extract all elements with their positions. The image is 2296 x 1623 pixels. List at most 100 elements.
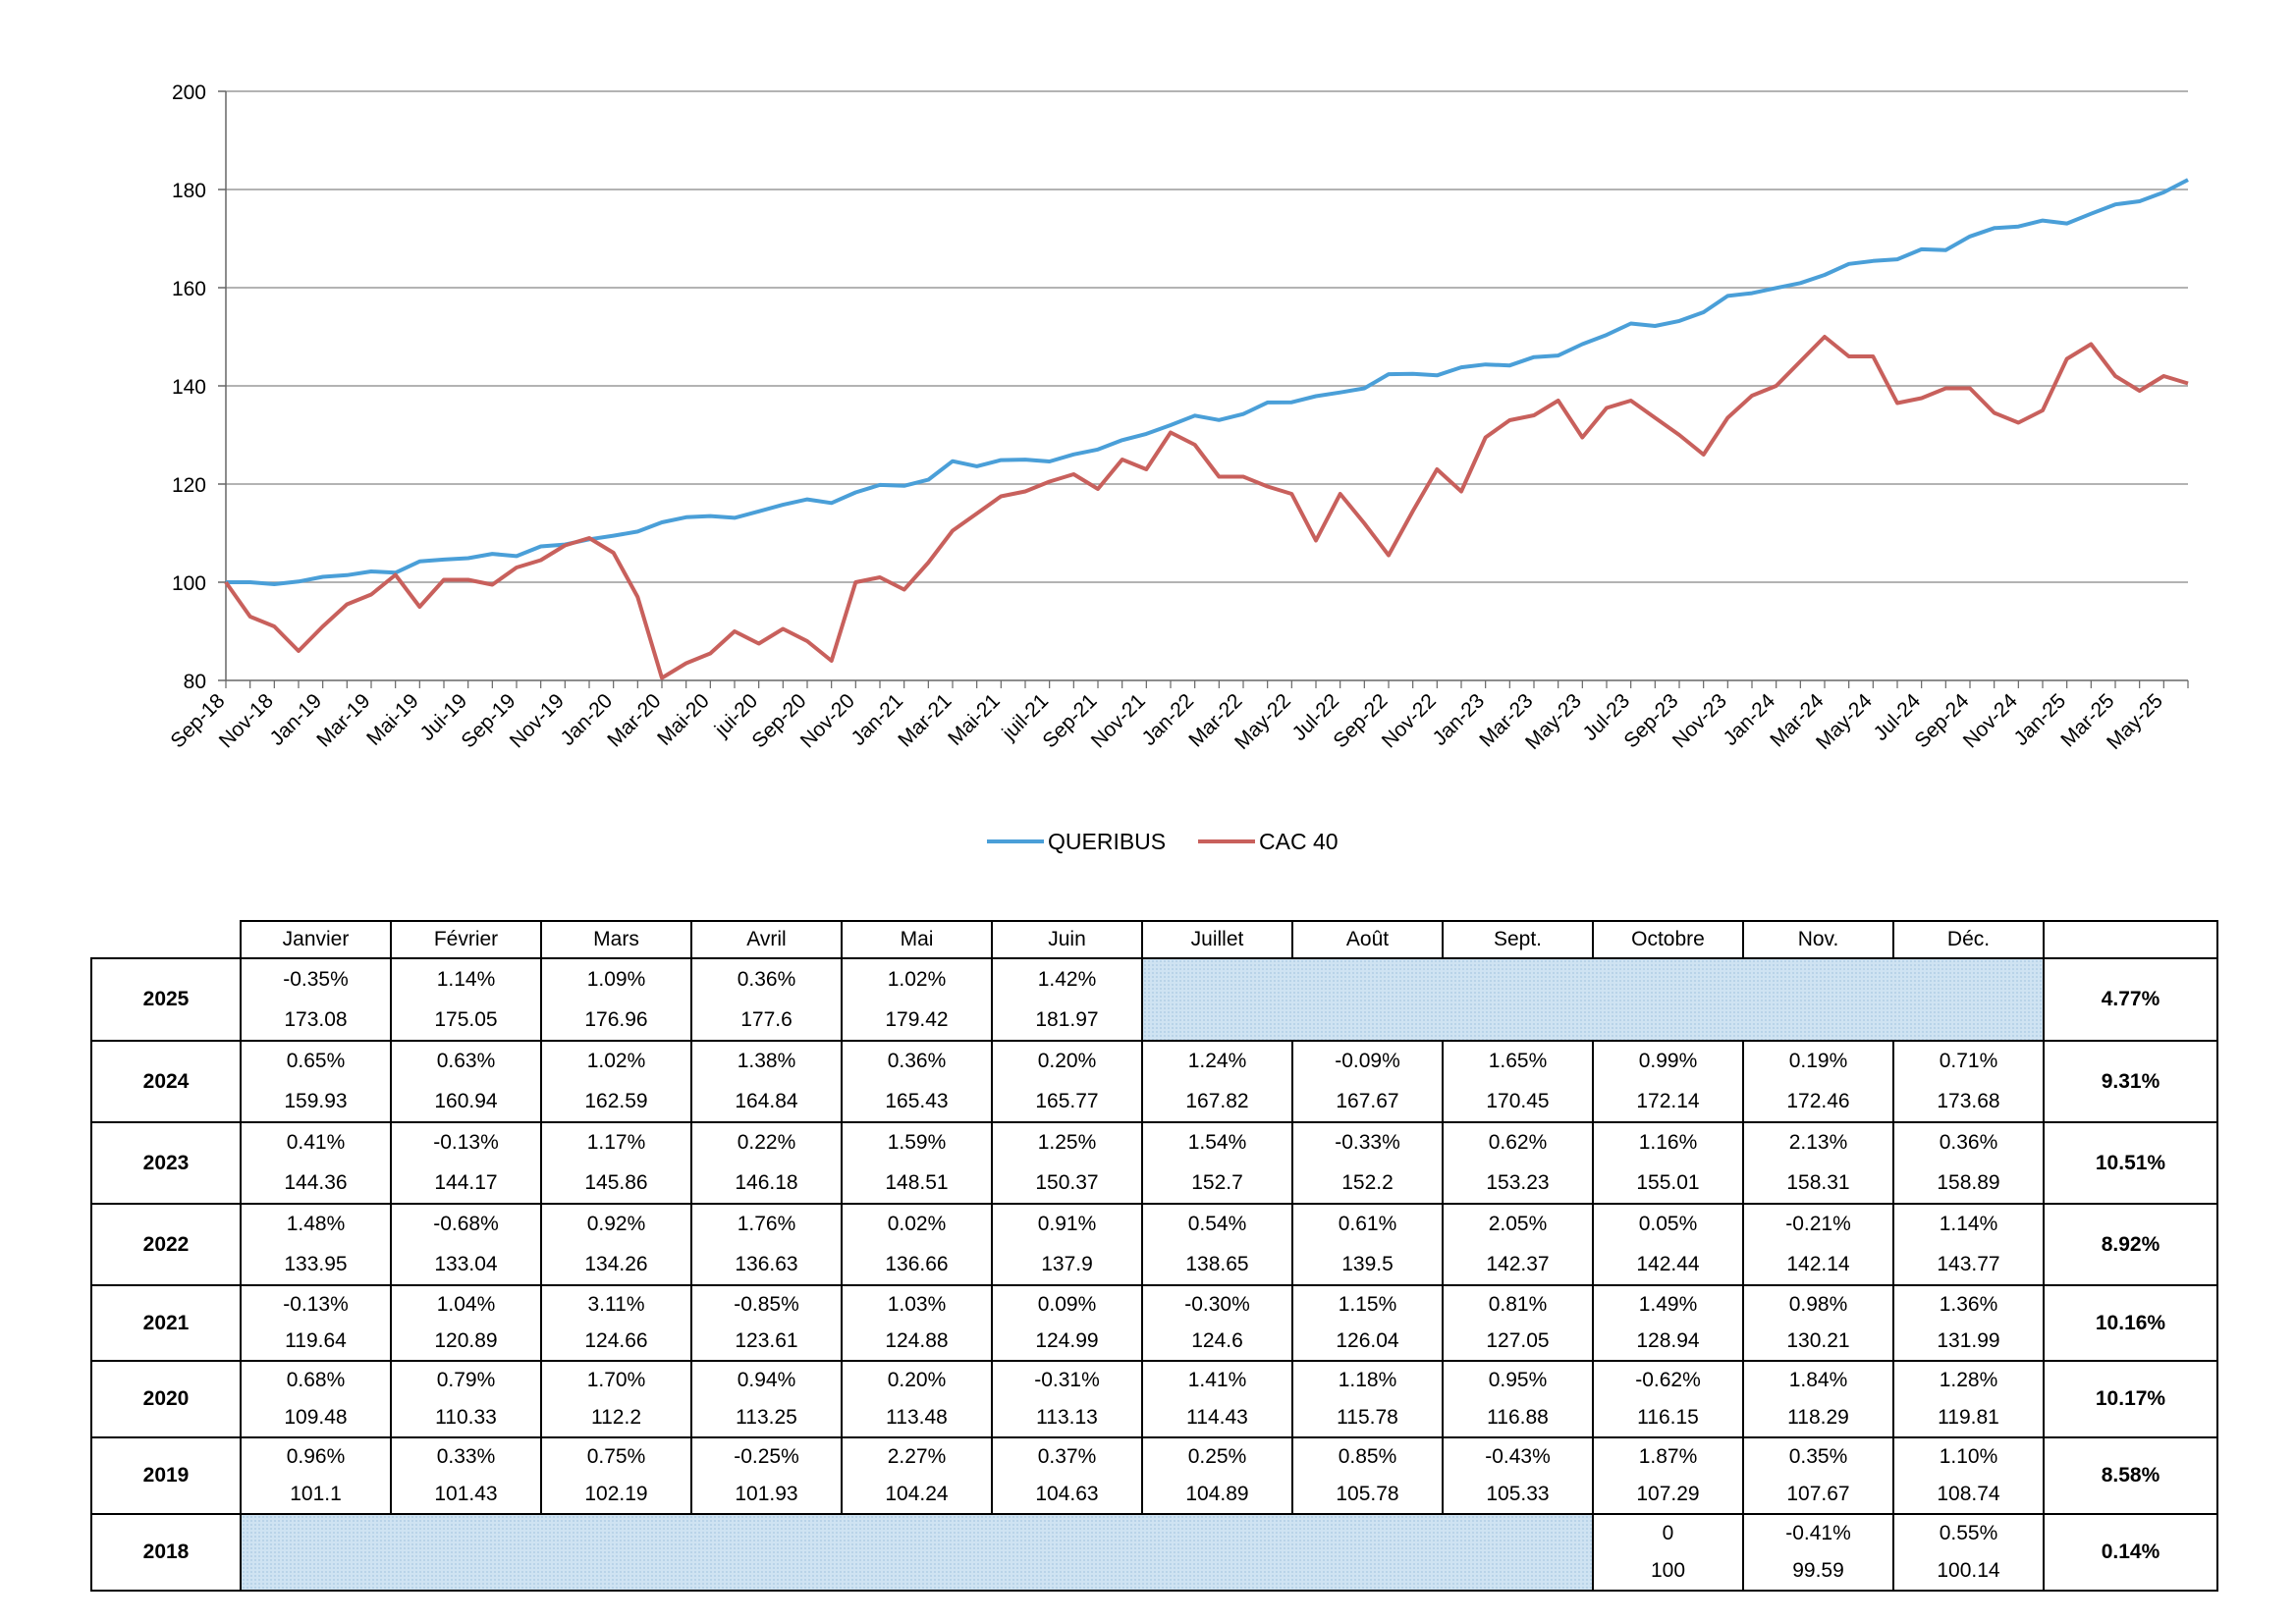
monthly-return: 0.68%: [286, 1369, 346, 1391]
month-cell: 1.24% 167.82: [1141, 1040, 1293, 1123]
series-line-0: [226, 178, 2189, 586]
monthly-return: 1.59%: [887, 1131, 947, 1155]
monthly-return: 1.02%: [887, 967, 947, 991]
month-cell: 1.48% 133.95: [240, 1203, 392, 1286]
index-value: 136.66: [885, 1252, 949, 1275]
index-value: 119.81: [1938, 1406, 1999, 1429]
annual-total: 10.16%: [2043, 1284, 2218, 1362]
month-cell: 0.02% 136.66: [841, 1203, 993, 1286]
monthly-return: 1.84%: [1788, 1369, 1848, 1391]
month-cell: 0.22% 146.18: [690, 1121, 843, 1205]
index-value: 104.89: [1185, 1483, 1249, 1505]
empty-period-cell: [1141, 957, 2045, 1042]
index-value: 119.64: [285, 1329, 347, 1353]
index-value: 104.24: [885, 1483, 949, 1505]
x-tick-label: Nov-23: [1668, 689, 1731, 752]
monthly-return: 1.04%: [436, 1292, 496, 1316]
monthly-return: 0.96%: [286, 1445, 346, 1468]
monthly-return: 1.49%: [1638, 1292, 1698, 1316]
month-cell: 1.17% 145.86: [540, 1121, 692, 1205]
monthly-return: 1.42%: [1037, 967, 1097, 991]
monthly-return: 0: [1662, 1522, 1674, 1544]
monthly-return: 0.33%: [436, 1445, 496, 1468]
month-cell: 1.09% 176.96: [540, 957, 692, 1042]
index-value: 158.89: [1937, 1170, 2000, 1194]
table-row: 2025 -0.35% 173.08 1.14% 175.05 1.09% 176.96 0.…: [90, 957, 2218, 1042]
month-cell: -0.33% 152.2: [1291, 1121, 1444, 1205]
index-value: 172.46: [1786, 1089, 1850, 1112]
y-tick-label: 140: [172, 376, 206, 399]
index-value: 167.82: [1185, 1089, 1249, 1112]
month-cell: 1.49% 128.94: [1592, 1284, 1744, 1362]
month-cell: 1.04% 120.89: [390, 1284, 542, 1362]
index-value: 177.6: [740, 1007, 793, 1031]
monthly-return: 1.48%: [286, 1213, 346, 1236]
index-value: 148.51: [885, 1170, 949, 1194]
monthly-return: -0.62%: [1635, 1369, 1701, 1391]
month-cell: -0.13% 144.17: [390, 1121, 542, 1205]
index-value: 113.13: [1036, 1406, 1098, 1429]
month-cell: 1.28% 119.81: [1892, 1360, 2045, 1438]
table-row: 2020 0.68% 109.48 0.79% 110.33 1.70% 112.2 0.94…: [90, 1360, 2218, 1438]
month-cell: 1.36% 131.99: [1892, 1284, 2045, 1362]
annual-total: 4.77%: [2043, 957, 2218, 1042]
monthly-return: 1.18%: [1338, 1369, 1397, 1391]
year-label: 2018: [90, 1513, 242, 1592]
month-cell: 1.25% 150.37: [991, 1121, 1143, 1205]
annual-total: 9.31%: [2043, 1040, 2218, 1123]
chart-series: [224, 178, 2189, 680]
month-cell: 1.42% 181.97: [991, 957, 1143, 1042]
index-value: 134.26: [584, 1252, 648, 1275]
y-tick-label: 180: [172, 180, 206, 202]
monthly-return: -0.41%: [1785, 1522, 1851, 1544]
table-row: 2023 0.41% 144.36 -0.13% 144.17 1.17% 145.86 0.…: [90, 1121, 2218, 1205]
index-value: 120.89: [434, 1329, 498, 1353]
monthly-return: 0.20%: [887, 1369, 947, 1391]
x-tick-label: Sep-19: [457, 689, 519, 752]
index-value: 116.15: [1637, 1406, 1699, 1429]
monthly-return: 1.54%: [1187, 1131, 1247, 1155]
month-cell: 0.71% 173.68: [1892, 1040, 2045, 1123]
monthly-return: -0.09%: [1335, 1050, 1400, 1073]
monthly-return: -0.21%: [1785, 1213, 1851, 1236]
index-value: 113.25: [736, 1406, 797, 1429]
monthly-return: 3.11%: [587, 1292, 645, 1316]
month-cell: -0.30% 124.6: [1141, 1284, 1293, 1362]
index-value: 133.95: [284, 1252, 348, 1275]
x-tick-label: Nov-24: [1959, 689, 2022, 752]
monthly-return: 0.22%: [737, 1131, 796, 1155]
monthly-return: -0.25%: [734, 1445, 799, 1468]
monthly-return: 1.16%: [1638, 1131, 1698, 1155]
month-cell: -0.13% 119.64: [240, 1284, 392, 1362]
month-cell: -0.85% 123.61: [690, 1284, 843, 1362]
month-cell: 0.63% 160.94: [390, 1040, 542, 1123]
index-value: 158.31: [1786, 1170, 1850, 1194]
monthly-return: 0.95%: [1488, 1369, 1548, 1391]
index-value: 108.74: [1937, 1483, 2000, 1505]
month-cell: 0.20% 113.48: [841, 1360, 993, 1438]
year-label: 2022: [90, 1203, 242, 1286]
index-value: 142.14: [1786, 1252, 1850, 1275]
month-cell: 1.87% 107.29: [1592, 1436, 1744, 1515]
year-label: 2019: [90, 1436, 242, 1515]
monthly-return: 1.65%: [1488, 1050, 1548, 1073]
monthly-return: 0.05%: [1638, 1213, 1698, 1236]
index-value: 124.6: [1191, 1329, 1243, 1353]
index-value: 126.04: [1336, 1329, 1399, 1353]
month-cell: 0.36% 158.89: [1892, 1121, 2045, 1205]
index-value: 150.37: [1035, 1170, 1099, 1194]
month-header: Avril: [690, 920, 843, 959]
month-cell: 1.70% 112.2: [540, 1360, 692, 1438]
index-value: 138.65: [1185, 1252, 1249, 1275]
month-cell: 1.14% 175.05: [390, 957, 542, 1042]
index-value: 144.17: [434, 1170, 498, 1194]
month-cell: 1.38% 164.84: [690, 1040, 843, 1123]
monthly-return: -0.43%: [1485, 1445, 1551, 1468]
month-cell: 0.36% 177.6: [690, 957, 843, 1042]
month-cell: 0.61% 139.5: [1291, 1203, 1444, 1286]
index-value: 165.77: [1035, 1089, 1099, 1112]
month-cell: 0.36% 165.43: [841, 1040, 993, 1123]
annual-total: 0.14%: [2043, 1513, 2218, 1592]
index-value: 101.93: [735, 1483, 798, 1505]
x-tick-label: Sep-22: [1329, 689, 1392, 752]
